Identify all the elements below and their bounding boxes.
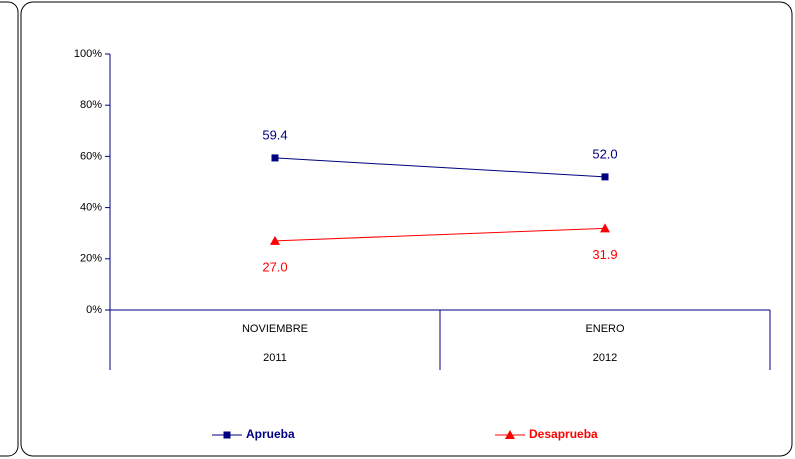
y-tick-label: 80%: [80, 99, 102, 111]
legend-marker: [223, 431, 231, 439]
chart-frame: [20, 1, 793, 457]
y-tick-label: 60%: [80, 150, 102, 162]
data-point: [601, 173, 609, 181]
series-line: [274, 227, 606, 242]
x-tick-group-label: 2012: [593, 352, 617, 364]
x-tick-label: NOVIEMBRE: [242, 323, 308, 335]
legend-marker: [505, 430, 515, 439]
data-point: [271, 154, 279, 162]
y-tick-label: 100%: [74, 48, 102, 60]
y-tick-label: 20%: [80, 253, 102, 265]
legend-label: Aprueba: [246, 427, 295, 441]
y-tick-label: 40%: [80, 202, 102, 214]
data-label: 31.9: [592, 247, 617, 262]
data-label: 59.4: [262, 127, 287, 142]
side-panel: [0, 1, 19, 457]
data-label: 27.0: [262, 259, 287, 274]
x-tick-group-label: 2011: [263, 352, 287, 364]
data-point: [600, 223, 610, 233]
data-point: [270, 235, 280, 245]
y-tick-label: 0%: [86, 304, 102, 316]
x-tick-label: ENERO: [585, 323, 625, 335]
data-label: 52.0: [592, 146, 617, 161]
legend-label: Desaprueba: [529, 427, 598, 441]
series-line: [274, 157, 606, 178]
